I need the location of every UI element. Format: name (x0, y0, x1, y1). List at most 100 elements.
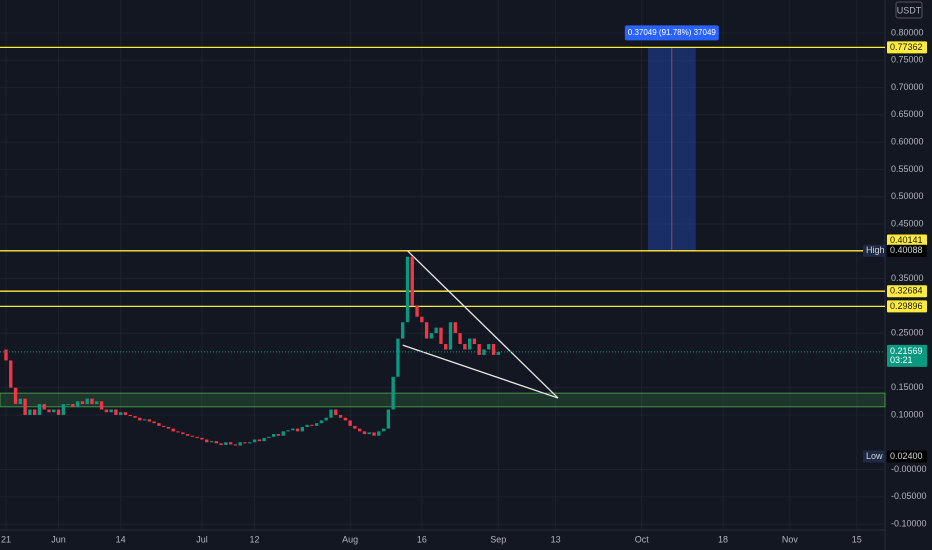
candle-body (252, 439, 257, 443)
candle-body (439, 327, 443, 345)
x-tick-label: Jun (51, 534, 66, 544)
candle-body (377, 431, 381, 436)
y-tick-label: 0.75000 (891, 55, 924, 65)
y-tick-label: 0.50000 (891, 191, 924, 201)
candle-body (372, 432, 376, 436)
support-zone (0, 392, 886, 408)
candle-body (23, 398, 27, 415)
candle-body (367, 432, 371, 435)
candle-body (496, 351, 500, 355)
candle-body (147, 419, 152, 422)
candle-body (71, 404, 75, 407)
trendline (407, 250, 559, 399)
y-tick-label: 0.35000 (891, 273, 924, 283)
x-tick-label: Oct (635, 534, 650, 544)
candle-body (338, 414, 343, 418)
candle-body (257, 439, 261, 442)
candle-body (343, 417, 348, 421)
candle-body (362, 431, 367, 435)
candle-body (262, 437, 266, 442)
candle-body (176, 431, 180, 433)
last-price-box (887, 344, 927, 367)
level-label-box (887, 300, 927, 313)
candle-body (37, 404, 42, 415)
candle-body (358, 428, 362, 432)
candle-body (99, 401, 104, 410)
y-tick-label: 0.80000 (891, 27, 924, 37)
y-tick-label: -0.05000 (891, 491, 927, 501)
x-tick-label: Jul (196, 534, 208, 544)
y-tick-label: -0.10000 (891, 518, 927, 528)
position-entry-label: 0.40141 (890, 235, 923, 245)
candle-body (276, 434, 281, 436)
unit-label: USDT (897, 5, 922, 15)
candle-body (305, 424, 309, 427)
candle-body (42, 404, 46, 410)
x-tick-label: 15 (852, 534, 862, 544)
level-label: 0.29896 (890, 301, 923, 311)
candle-body (314, 423, 319, 426)
trendline (402, 344, 559, 399)
y-tick-label: 0.65000 (891, 109, 924, 119)
last-price-label: 0.21569 (890, 346, 923, 356)
candle-body (181, 432, 185, 435)
level-label-box (887, 285, 927, 298)
candle-body (477, 344, 481, 355)
candle-body (396, 338, 400, 377)
candle-body (310, 424, 314, 426)
candle-body (138, 417, 142, 421)
level-label: 0.77362 (890, 42, 923, 52)
candle-body (491, 344, 496, 355)
candle-body (267, 436, 271, 438)
y-tick-label: -0.00000 (891, 464, 927, 474)
x-tick-label: 14 (116, 534, 126, 544)
candle-body (66, 404, 70, 406)
candle-body (219, 443, 223, 445)
candle-body (85, 398, 89, 405)
low-marker: Low (866, 451, 883, 461)
candle-body (32, 409, 37, 415)
candle-body (448, 322, 453, 350)
y-tick-label: 0.55000 (891, 164, 924, 174)
candle-body (185, 434, 190, 436)
candle-body (238, 442, 242, 446)
candle-body (162, 425, 166, 427)
candle-body (424, 322, 429, 339)
candle-body (171, 428, 175, 432)
candle-body (391, 376, 395, 410)
candle-body (319, 420, 324, 424)
candle-body (13, 387, 18, 405)
candle-body (233, 444, 238, 446)
candle-body (80, 401, 85, 405)
candle-body (291, 428, 295, 431)
candle-body (420, 316, 424, 323)
low-marker-box (863, 450, 885, 463)
high-value-box (887, 244, 927, 257)
x-tick-label: 12 (250, 534, 260, 544)
candle-body (300, 426, 305, 432)
candle-body (166, 426, 171, 429)
candle-body (195, 436, 199, 438)
candle-body (353, 425, 357, 429)
candle-body (444, 344, 448, 350)
candle-body (190, 435, 195, 437)
x-tick-label: 16 (417, 534, 427, 544)
candle-body (205, 439, 209, 443)
candle-body (295, 428, 300, 432)
y-tick-label: 0.10000 (891, 409, 924, 419)
high-value: 0.40088 (890, 245, 923, 255)
candle-body (224, 442, 228, 445)
low-value-box (887, 450, 927, 463)
x-tick-label: 13 (551, 534, 561, 544)
level-label: 0.32684 (890, 286, 923, 296)
x-tick-label: Aug (342, 534, 358, 544)
candle-body (405, 256, 410, 323)
candle-body (243, 442, 247, 444)
candle-body (119, 412, 123, 415)
x-tick-label: 21 (1, 534, 11, 544)
candle-body (76, 401, 80, 407)
candle-body (429, 333, 434, 339)
candle-body (463, 344, 467, 350)
candle-body (142, 419, 147, 421)
candle-body (467, 338, 472, 350)
